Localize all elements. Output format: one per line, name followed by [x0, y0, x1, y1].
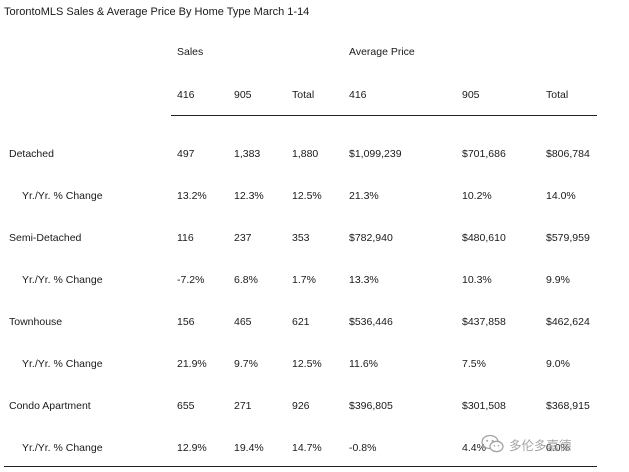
table-cell: 1,383 [234, 148, 261, 160]
column-header-sales-total: Total [292, 89, 315, 101]
column-header-sales-905: 905 [234, 89, 252, 101]
table-cell: $480,610 [462, 232, 506, 244]
table-cell: 11.6% [349, 358, 378, 370]
table-cell: 14.7% [292, 442, 322, 454]
column-header-price-total: Total [546, 89, 569, 101]
table-cell: 621 [292, 316, 310, 328]
table-cell: 9.9% [546, 274, 570, 286]
table-cell: -7.2% [177, 274, 205, 286]
watermark: 多伦多嘉德 [481, 434, 572, 454]
table-cell: 465 [234, 316, 252, 328]
table-cell: 10.3% [462, 274, 492, 286]
table-cell: $782,940 [349, 232, 393, 244]
column-header-sales-416: 416 [177, 89, 195, 101]
group-header-sales: Sales [177, 46, 204, 58]
table-cell: 1,880 [292, 148, 319, 160]
row-label-yoy-change: Yr./Yr. % Change [22, 274, 103, 286]
table-cell: 926 [292, 400, 310, 412]
table-cell: $1,099,239 [349, 148, 402, 160]
page-title: TorontoMLS Sales & Average Price By Home… [4, 6, 310, 18]
table-cell: $579,959 [546, 232, 590, 244]
watermark-text: 多伦多嘉德 [509, 438, 572, 453]
table-cell: 271 [234, 400, 252, 412]
table-cell: 12.5% [292, 190, 322, 202]
table-cell: 116 [177, 232, 194, 244]
row-label-yoy-change: Yr./Yr. % Change [22, 442, 103, 454]
table-cell: 12.3% [234, 190, 264, 202]
column-header-price-905: 905 [462, 89, 480, 101]
table-cell: $368,915 [546, 400, 590, 412]
row-label-detached: Detached [9, 148, 54, 160]
row-label-condo-apartment: Condo Apartment [9, 400, 91, 412]
table-cell: 9.7% [234, 358, 258, 370]
table-cell: 497 [177, 148, 195, 160]
bottom-divider [4, 466, 597, 467]
wechat-icon [481, 434, 505, 454]
table-cell: 1.7% [292, 274, 316, 286]
table-cell: 156 [177, 316, 195, 328]
table-cell: 14.0% [546, 190, 576, 202]
table-cell: $301,508 [462, 400, 506, 412]
table-cell: $806,784 [546, 148, 590, 160]
table-cell: $701,686 [462, 148, 506, 160]
table-cell: 10.2% [462, 190, 492, 202]
table-cell: 6.8% [234, 274, 258, 286]
table-cell: 4.4% [462, 442, 486, 454]
header-divider [171, 115, 597, 116]
table-cell: 12.9% [177, 442, 207, 454]
table-cell: 12.5% [292, 358, 322, 370]
table-cell: 13.3% [349, 274, 379, 286]
table-cell: 21.3% [349, 190, 379, 202]
table-cell: $536,446 [349, 316, 393, 328]
table-cell: -0.8% [349, 442, 377, 454]
table-cell: 9.0% [546, 358, 570, 370]
table-cell: 21.9% [177, 358, 207, 370]
row-label-townhouse: Townhouse [9, 316, 63, 328]
table-cell: $396,805 [349, 400, 393, 412]
table-cell: 353 [292, 232, 310, 244]
table-cell: 19.4% [234, 442, 264, 454]
table-cell: 13.2% [177, 190, 207, 202]
table-cell: 7.5% [462, 358, 486, 370]
group-header-average-price: Average Price [349, 46, 415, 58]
row-label-yoy-change: Yr./Yr. % Change [22, 358, 103, 370]
table-cell: 0.0% [546, 442, 570, 454]
table-cell: 655 [177, 400, 195, 412]
column-header-price-416: 416 [349, 89, 367, 101]
table-cell: $462,624 [546, 316, 590, 328]
row-label-yoy-change: Yr./Yr. % Change [22, 190, 103, 202]
table-cell: 237 [234, 232, 252, 244]
table-cell: $437,858 [462, 316, 506, 328]
row-label-semi-detached: Semi-Detached [9, 232, 82, 244]
